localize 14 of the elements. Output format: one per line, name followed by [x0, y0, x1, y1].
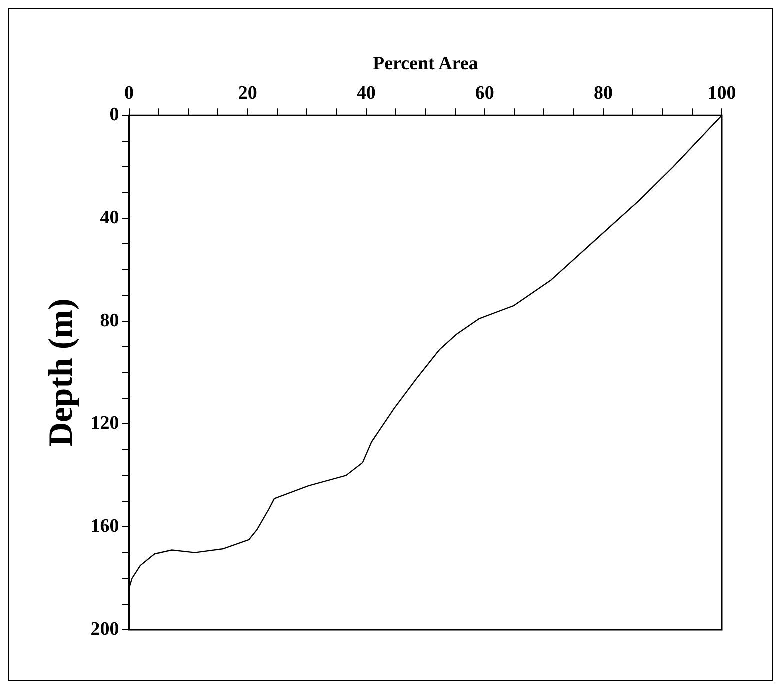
y-tick-label: 80 [100, 310, 120, 332]
x-tick-label: 0 [124, 83, 134, 104]
y-tick-label: 40 [100, 207, 120, 228]
x-axis-title: Percent Area [372, 53, 479, 74]
x-tick-label: 60 [475, 83, 494, 104]
x-tick-label: 100 [708, 83, 736, 104]
x-tick-label: 40 [356, 83, 376, 104]
y-tick-label: 200 [90, 618, 120, 640]
y-axis-title: Depth (m) [43, 298, 80, 447]
y-tick-label: 120 [90, 413, 120, 434]
y-tick-label: 0 [110, 104, 120, 126]
x-tick-label: 20 [238, 83, 258, 104]
y-tick-label: 160 [90, 516, 120, 538]
x-tick-label: 80 [594, 83, 613, 104]
